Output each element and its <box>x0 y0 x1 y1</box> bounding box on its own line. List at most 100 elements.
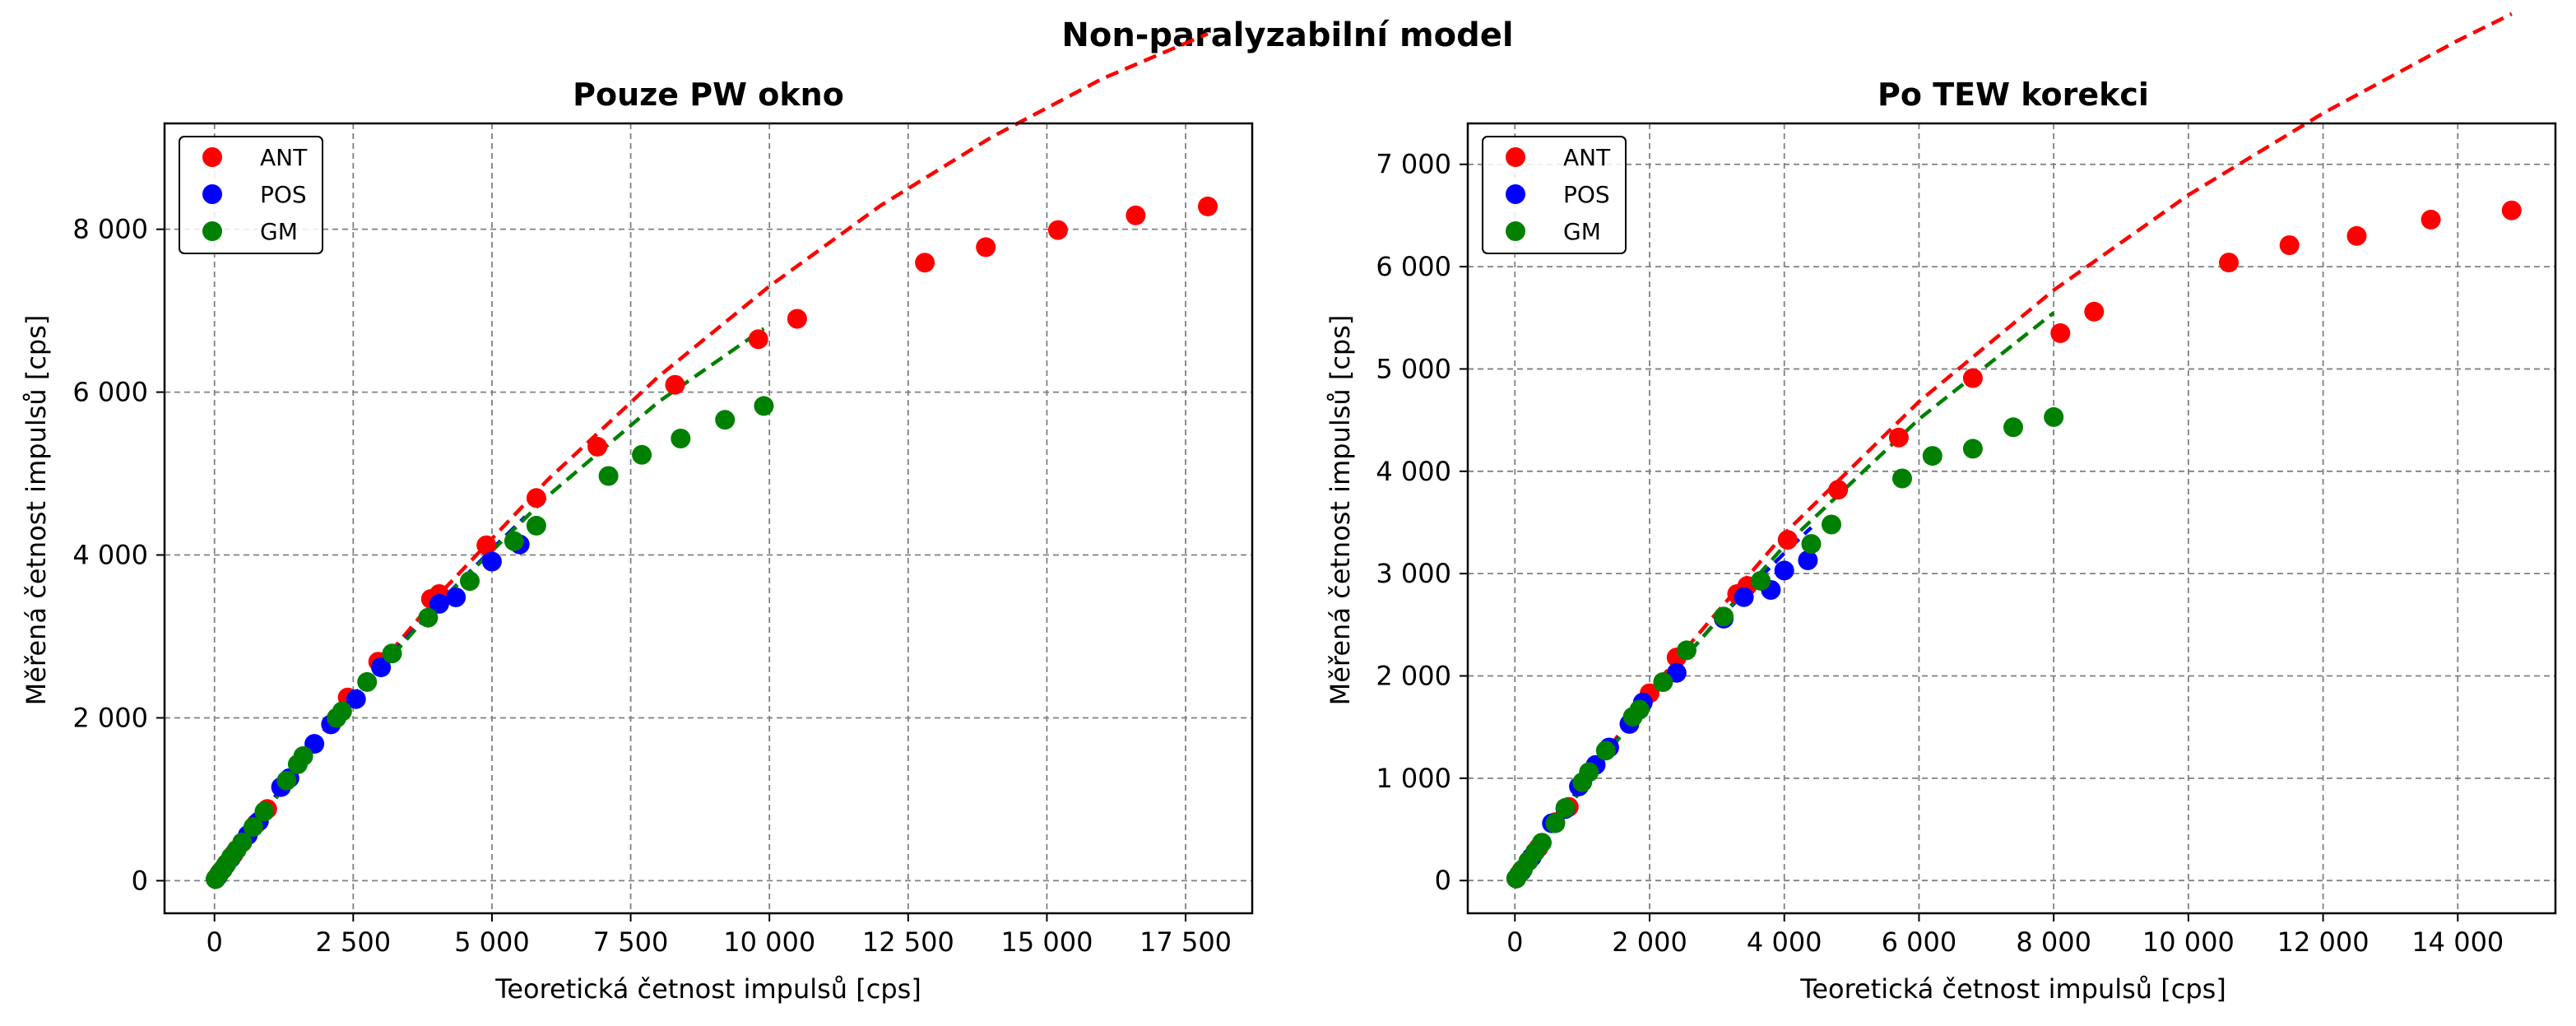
fit-curve-ant <box>1513 12 2513 882</box>
legend-label-ant: ANT <box>1563 144 1611 171</box>
point-ant <box>915 253 935 273</box>
point-ant <box>2501 200 2522 221</box>
x-tick-label: 10 000 <box>723 926 815 958</box>
x-tick-label: 5 000 <box>454 926 530 958</box>
point-gm <box>2003 417 2023 438</box>
point-gm <box>1579 762 1599 782</box>
x-tick-label: 8 000 <box>2016 926 2091 958</box>
point-gm <box>293 746 313 766</box>
point-gm <box>1714 606 1734 627</box>
y-tick-label: 1 000 <box>1376 763 1451 794</box>
y-tick-label: 7 000 <box>1376 149 1451 180</box>
point-gm <box>526 515 546 536</box>
x-tick-label: 12 000 <box>2277 926 2369 958</box>
y-tick-label: 4 000 <box>1376 456 1451 487</box>
y-tick-label: 5 000 <box>1376 353 1451 384</box>
point-gm <box>460 571 480 592</box>
point-gm <box>276 770 297 791</box>
data-points <box>1506 200 2522 889</box>
legend-marker-gm <box>202 221 222 241</box>
point-ant <box>1777 530 1798 550</box>
data-points <box>206 196 1218 889</box>
point-ant <box>1047 220 1068 240</box>
plot-frame <box>1466 122 2557 915</box>
point-pos <box>1798 550 1818 570</box>
legend-marker-ant <box>202 147 222 167</box>
figure-title: Non-paralyzabilní model <box>1061 16 1513 54</box>
point-gm <box>2044 406 2064 427</box>
x-tick-label: 17 500 <box>1139 926 1232 958</box>
y-ticks: 0 2 000 4 000 6 000 8 000 <box>72 214 165 896</box>
point-ant <box>1828 480 1849 500</box>
point-gm <box>671 429 691 448</box>
y-tick-label: 0 <box>1435 865 1451 896</box>
point-gm <box>1653 672 1673 692</box>
x-tick-label: 0 <box>207 926 223 958</box>
point-gm <box>1892 468 1912 489</box>
fit-curves <box>1513 12 2513 882</box>
point-ant <box>2219 253 2239 273</box>
x-tick-label: 2 500 <box>316 926 392 958</box>
point-ant <box>2279 235 2300 255</box>
x-axis-label: Teoretická četnost impulsů [cps] <box>494 973 921 1005</box>
point-gm <box>357 671 378 692</box>
point-ant <box>1198 196 1218 216</box>
point-pos <box>1734 587 1754 607</box>
point-gm <box>1532 833 1552 853</box>
point-gm <box>1555 797 1576 818</box>
point-ant <box>1126 205 1146 225</box>
chart-title: Pouze PW okno <box>573 77 844 113</box>
point-gm <box>1677 640 1696 661</box>
point-pos <box>481 551 502 572</box>
fit-curve-ant <box>212 32 1209 882</box>
x-tick-label: 0 <box>1506 926 1523 958</box>
point-ant <box>476 535 497 555</box>
point-ant <box>1888 427 1909 448</box>
point-ant <box>526 488 546 508</box>
legend-marker-pos <box>1506 184 1525 204</box>
point-gm <box>754 396 774 416</box>
y-tick-label: 6 000 <box>72 377 148 408</box>
legend-label-gm: GM <box>260 218 298 245</box>
point-gm <box>1801 534 1822 555</box>
point-ant <box>665 374 685 395</box>
chart-tew-correction: Po TEW korekci Teoretická četnost impuls… <box>1325 12 2557 1005</box>
chart-title: Po TEW korekci <box>1877 77 2149 113</box>
grid-lines <box>165 123 1252 913</box>
y-tick-label: 6 000 <box>1376 251 1451 282</box>
legend-marker-pos <box>202 184 222 204</box>
point-gm <box>382 643 402 664</box>
point-gm <box>1822 514 1841 535</box>
y-tick-label: 8 000 <box>72 214 148 245</box>
x-ticks: 0 2 500 5 000 7 500 10 000 12 500 15 000 17 500 <box>207 913 1232 958</box>
point-pos <box>371 657 392 678</box>
legend: ANT POS GM <box>1482 136 1627 254</box>
x-tick-label: 4 000 <box>1747 926 1822 958</box>
point-pos <box>446 587 466 607</box>
point-pos <box>346 689 366 709</box>
point-ant <box>2346 225 2367 246</box>
point-gm <box>232 832 253 852</box>
y-tick-label: 4 000 <box>72 540 148 571</box>
x-tick-label: 12 500 <box>862 926 954 958</box>
point-gm <box>1922 446 1942 467</box>
x-tick-label: 15 000 <box>1000 926 1093 958</box>
point-ant <box>1962 368 1983 388</box>
chart-pw-window: Pouze PW okno Teoretická četnost impulsů… <box>21 32 1254 1005</box>
legend-label-ant: ANT <box>260 144 308 171</box>
plot-frame <box>163 122 1254 915</box>
x-tick-label: 6 000 <box>1882 926 1957 958</box>
point-gm <box>332 701 352 722</box>
point-gm <box>598 466 619 486</box>
y-axis-label: Měřená četnost impulsů [cps] <box>21 315 52 706</box>
point-pos <box>429 593 449 614</box>
point-gm <box>1962 439 1983 459</box>
point-ant <box>2050 323 2071 343</box>
x-ticks: 0 2 000 4 000 6 000 8 000 10 000 12 000 14 000 <box>1506 913 2504 958</box>
legend-marker-gm <box>1506 221 1525 241</box>
y-axis-label: Měřená četnost impulsů [cps] <box>1325 315 1356 706</box>
point-gm <box>1629 699 1650 720</box>
legend-marker-ant <box>1506 147 1525 167</box>
point-ant <box>587 436 608 457</box>
